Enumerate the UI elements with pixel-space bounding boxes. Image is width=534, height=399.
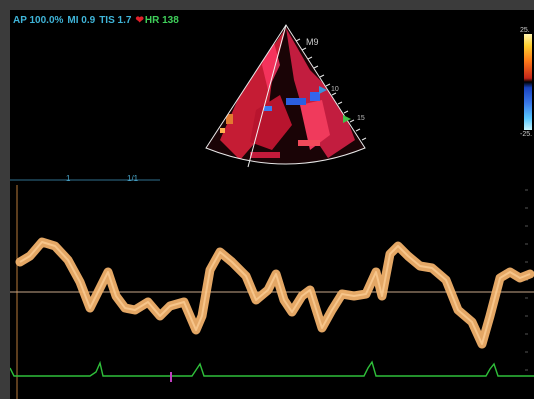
status-bar: AP 100.0% MI 0.9 TIS 1.7 ❤HR 138: [13, 15, 183, 26]
ultrasound-screen: AP 100.0% MI 0.9 TIS 1.7 ❤HR 138: [10, 10, 534, 399]
heart-icon: ❤: [135, 15, 144, 26]
depth-marker-icon: [343, 115, 351, 123]
doppler-trace-panel: [10, 179, 534, 399]
ultrasound-image: [10, 24, 534, 399]
doppler-waveform-core: [19, 241, 531, 345]
color-scale-top-label: 25.: [520, 27, 530, 34]
depth-label-15: 15: [357, 115, 365, 122]
probe-label: M9: [306, 37, 319, 47]
heart-rate: HR 138: [144, 15, 179, 26]
acoustic-power: AP 100.0%: [13, 15, 64, 26]
ecg-trace: [10, 360, 534, 377]
focus-marker-icon: [319, 86, 327, 94]
thermal-index: TIS 1.7: [99, 15, 132, 26]
sweep-marker: 1: [66, 174, 71, 183]
color-velocity-scale: [524, 34, 532, 130]
depth-label-10: 10: [331, 86, 339, 93]
sweep-ratio: 1/1: [127, 174, 139, 183]
color-doppler-sector: [205, 24, 367, 168]
mechanical-index: MI 0.9: [67, 15, 96, 26]
color-scale-bottom-label: -25.: [520, 131, 533, 138]
